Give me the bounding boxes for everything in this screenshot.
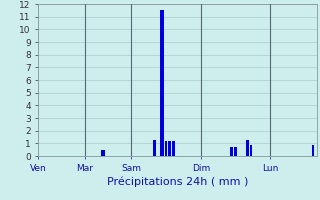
Bar [160,10,164,156]
Bar [234,147,237,156]
X-axis label: Précipitations 24h ( mm ): Précipitations 24h ( mm ) [107,177,248,187]
Bar [103,150,105,156]
Bar [172,141,175,156]
Bar [168,141,171,156]
Bar [250,145,252,156]
Bar [230,147,233,156]
Bar [164,141,167,156]
Bar [101,150,103,156]
Bar [153,140,156,156]
Bar [311,145,314,156]
Bar [246,140,249,156]
